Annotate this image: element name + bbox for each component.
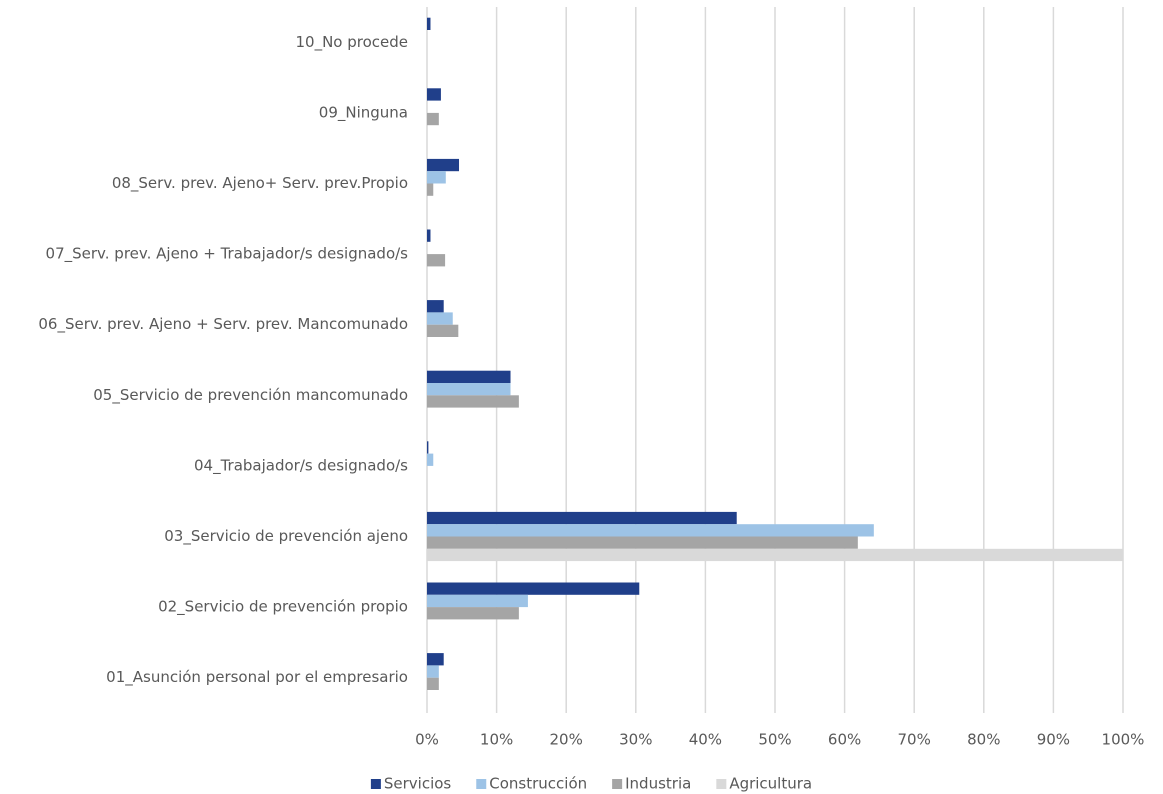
x-tick-label: 20% bbox=[550, 731, 583, 749]
x-tick-label: 0% bbox=[415, 731, 439, 749]
y-tick-label: 08_Serv. prev. Ajeno+ Serv. prev.Propio bbox=[112, 174, 408, 193]
x-tick-label: 90% bbox=[1037, 731, 1070, 749]
bar bbox=[427, 511, 737, 525]
y-tick-label: 01_Asunción personal por el empresario bbox=[106, 668, 408, 687]
bar bbox=[427, 665, 439, 678]
bar bbox=[427, 594, 528, 608]
x-tick-label: 100% bbox=[1102, 731, 1145, 749]
bar bbox=[427, 254, 446, 267]
bar bbox=[427, 536, 858, 549]
x-tick-label: 40% bbox=[689, 731, 722, 749]
y-tick-label: 05_Servicio de prevención mancomunado bbox=[93, 386, 408, 405]
bar bbox=[427, 441, 429, 454]
bar bbox=[427, 524, 874, 537]
bar bbox=[427, 171, 446, 184]
legend-label: Construcción bbox=[489, 775, 587, 793]
legend-label: Servicios bbox=[384, 775, 452, 793]
bar bbox=[427, 653, 444, 666]
bar bbox=[427, 158, 460, 172]
x-tick-label: 30% bbox=[619, 731, 652, 749]
bar bbox=[427, 17, 431, 30]
y-tick-label: 03_Servicio de prevención ajeno bbox=[164, 527, 408, 546]
x-tick-label: 60% bbox=[828, 731, 861, 749]
y-tick-label: 10_No procede bbox=[295, 33, 408, 52]
bar bbox=[427, 677, 439, 690]
y-tick-label: 02_Servicio de prevención propio bbox=[158, 598, 408, 617]
bar bbox=[427, 312, 453, 325]
legend-swatch bbox=[476, 779, 487, 789]
x-tick-label: 10% bbox=[480, 731, 513, 749]
x-tick-label: 70% bbox=[898, 731, 931, 749]
legend-swatch bbox=[612, 779, 623, 789]
y-tick-label: 06_Serv. prev. Ajeno + Serv. prev. Manco… bbox=[38, 315, 408, 334]
bar bbox=[427, 324, 459, 337]
bar bbox=[427, 88, 441, 101]
bar bbox=[427, 607, 519, 620]
y-tick-label: 09_Ninguna bbox=[319, 103, 408, 122]
bar bbox=[427, 300, 444, 313]
bar bbox=[427, 112, 439, 126]
y-tick-label: 07_Serv. prev. Ajeno + Trabajador/s desi… bbox=[46, 245, 409, 264]
x-tick-label: 50% bbox=[758, 731, 791, 749]
y-tick-label: 04_Trabajador/s designado/s bbox=[194, 456, 408, 475]
legend-swatch bbox=[370, 779, 381, 789]
legend-label: Agricultura bbox=[729, 775, 812, 793]
bar bbox=[427, 548, 1123, 562]
bar bbox=[427, 395, 519, 408]
legend-label: Industria bbox=[625, 775, 691, 793]
bar bbox=[427, 582, 640, 595]
bar bbox=[427, 383, 511, 396]
bar bbox=[427, 453, 434, 466]
bar bbox=[427, 370, 511, 383]
bar bbox=[427, 183, 434, 196]
x-tick-label: 80% bbox=[967, 731, 1000, 749]
bar bbox=[427, 229, 431, 242]
legend-swatch bbox=[716, 779, 727, 789]
